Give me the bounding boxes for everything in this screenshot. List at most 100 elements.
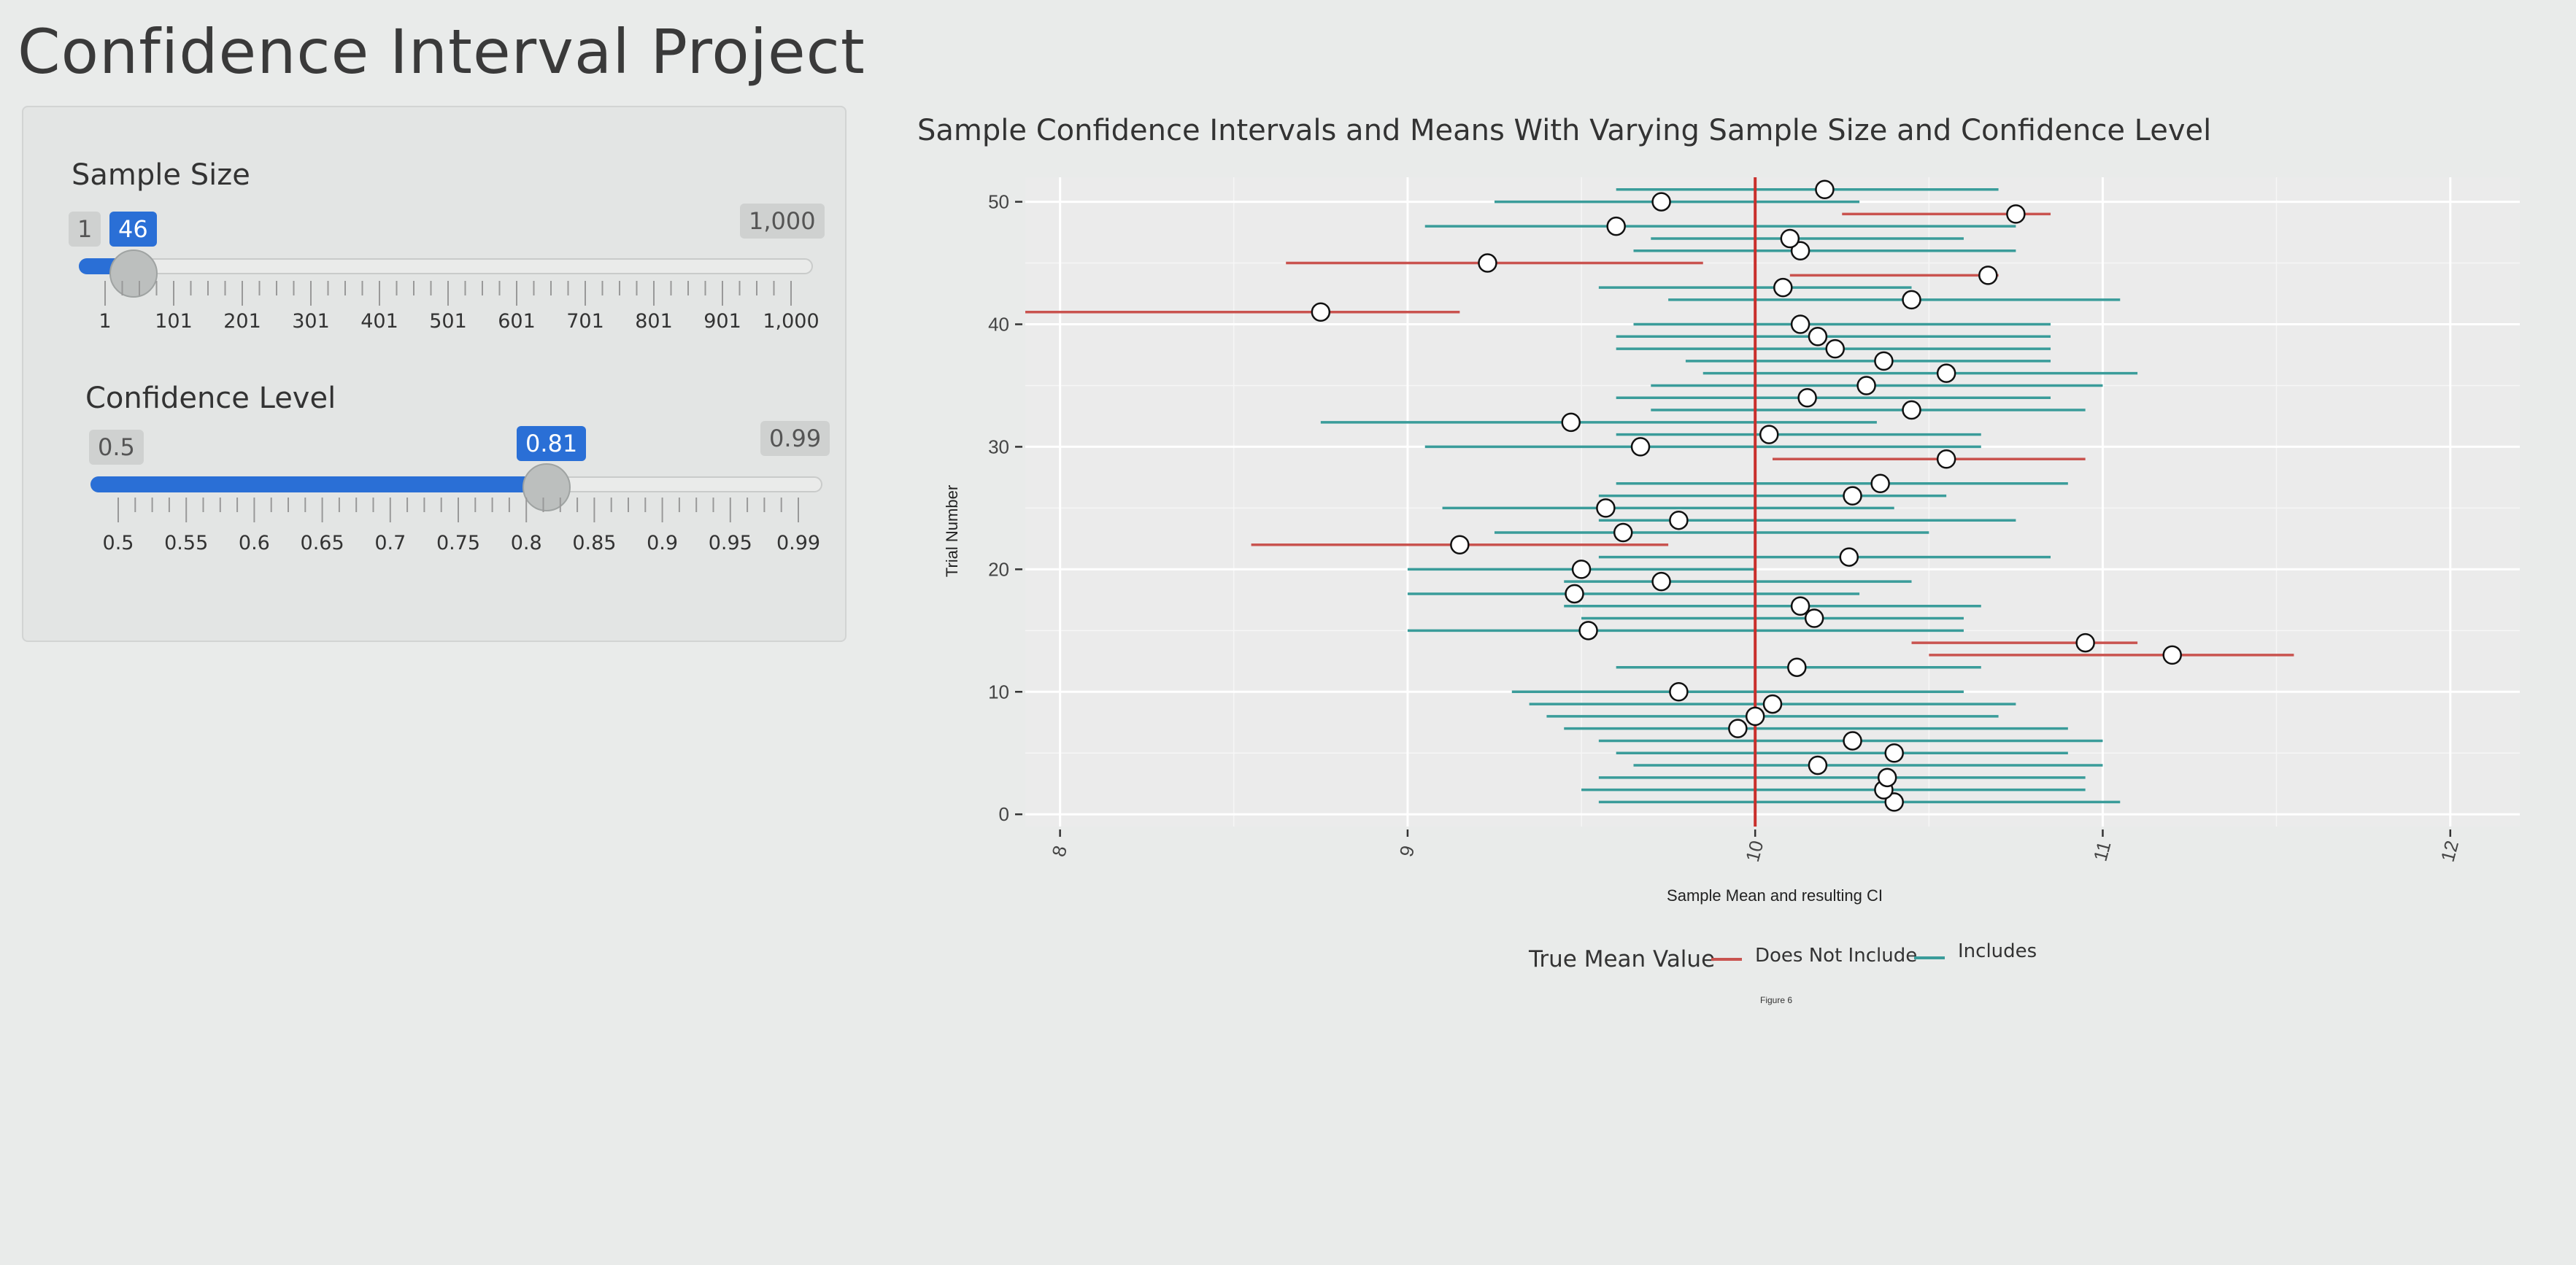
sample-size-tick-label: 901 [703,310,741,333]
confidence-level-tick-labels: 0.5 0.55 0.6 0.65 0.7 0.75 0.8 0.85 0.9 0.95 0.99 [23,532,848,561]
sample-mean-point [1561,412,1581,433]
sample-size-tick-label: 301 [292,310,330,333]
sample-mean-point [1815,179,1835,200]
chart-title: Sample Confidence Intervals and Means Wi… [917,114,2212,147]
sample-mean-point [1884,743,1904,763]
sample-mean-point [1843,731,1862,751]
sample-mean-point [1780,228,1800,249]
legend-label-does-not-include: Does Not Include [1755,945,1918,967]
confidence-level-value-badge: 0.81 [517,426,587,461]
legend-title: True Mean Value [1529,946,1716,972]
confidence-level-label: Confidence Level [85,382,336,415]
sample-mean-point [1843,486,1862,506]
sample-size-tick-label: 1 [99,310,112,333]
sample-mean-point [1669,682,1689,702]
sample-mean-point [1877,767,1897,788]
legend-label-includes: Includes [1958,940,2037,962]
sample-mean-point [2006,204,2026,224]
x-axis-title: Sample Mean and resulting CI [1667,886,1883,905]
sample-mean-point [1825,339,1845,359]
sample-mean-point [1762,694,1783,714]
confidence-level-min-badge: 0.5 [89,430,144,465]
sample-mean-point [1936,363,1956,383]
sample-mean-point [1790,314,1810,334]
page-title: Confidence Interval Project [18,16,865,88]
confidence-level-tick-label: 0.7 [374,532,406,554]
confidence-level-ticks [117,498,799,522]
y-tick-label: 0 [999,803,1009,825]
x-tick-label: 12 [2437,838,2463,864]
sample-size-tick-label: 1,000 [763,310,820,333]
sample-mean-point [1651,192,1671,212]
sample-mean-point [1728,719,1748,738]
sample-mean-point [1936,449,1956,469]
figure-caption: Figure 6 [1760,995,1792,1005]
sample-size-tick-labels: 1 101 201 301 401 501 601 701 801 901 1,000 [23,310,848,339]
sample-size-ticks [104,281,792,306]
sample-mean-point [1669,510,1689,530]
sample-mean-point [1578,621,1598,641]
confidence-level-tick-label: 0.5 [102,532,134,554]
sample-mean-point [1745,706,1765,727]
x-tick-label: 10 [1741,838,1767,864]
sample-mean-point [1884,792,1904,812]
sample-mean-point [1870,473,1890,494]
controls-panel: Sample Size 1 46 1,000 1 101 201 301 401 501 6… [22,106,847,642]
sample-mean-point [1606,216,1626,236]
sample-mean-point [1808,755,1828,775]
sample-mean-point [2162,645,2182,665]
sample-size-tick-label: 401 [360,310,398,333]
sample-mean-point [1759,425,1779,444]
y-axis-title: Trial Number [943,485,961,577]
sample-mean-point [1787,657,1807,677]
sample-mean-point [1478,253,1497,273]
confidence-level-tick-label: 0.8 [510,532,542,554]
y-tick-label: 50 [988,191,1009,213]
plot-panel [1025,177,2520,827]
sample-size-tick-label: 601 [498,310,536,333]
y-tick-label: 30 [988,436,1009,457]
x-tick-label: 8 [1047,843,1071,859]
sample-mean-point [1978,266,1998,285]
sample-size-min-badge: 1 [69,212,101,247]
sample-size-tick-label: 501 [429,310,467,333]
y-axis: 0 10 20 30 40 50 [988,191,1022,825]
sample-mean-point [1651,571,1671,592]
y-tick-label: 10 [988,681,1009,703]
confidence-level-tick-label: 0.9 [647,532,679,554]
y-tick-label: 20 [988,558,1009,580]
sample-size-label: Sample Size [72,158,250,192]
sample-size-tick-label: 201 [223,310,261,333]
confidence-level-slider-handle[interactable] [522,463,571,511]
sample-mean-point [1797,388,1817,408]
sample-mean-point [1311,302,1331,322]
y-tick-label: 40 [988,314,1009,336]
x-axis: 8 9 10 11 12 [1047,829,2463,864]
sample-mean-point [1902,400,1921,420]
sample-size-max-badge: 1,000 [740,204,825,239]
sample-mean-point [1790,241,1810,261]
sample-size-slider-handle[interactable] [109,249,158,298]
sample-size-value-badge: 46 [109,212,157,247]
confidence-level-tick-label: 0.75 [436,532,481,554]
x-tick-label: 11 [2089,839,2116,864]
ci-intervals [1025,188,2294,804]
sample-size-tick-label: 801 [635,310,673,333]
sample-mean-point [1804,608,1824,628]
x-tick-label: 9 [1395,843,1419,859]
sample-mean-point [1630,437,1651,457]
sample-size-tick-label: 101 [155,310,193,333]
legend-key-includes [1914,956,1945,959]
sample-mean-point [1790,596,1810,616]
confidence-level-tick-label: 0.55 [164,532,209,554]
sample-size-tick-label: 701 [566,310,604,333]
confidence-level-tick-label: 0.85 [572,532,617,554]
sample-mean-point [1874,351,1894,371]
confidence-level-tick-label: 0.99 [776,532,821,554]
confidence-level-slider-fill [90,476,550,492]
sample-mean-point [1613,522,1633,543]
sample-mean-points [1311,179,2182,812]
sample-mean-point [1773,277,1793,298]
confidence-level-tick-label: 0.6 [238,532,270,554]
sample-mean-point [1856,376,1876,395]
